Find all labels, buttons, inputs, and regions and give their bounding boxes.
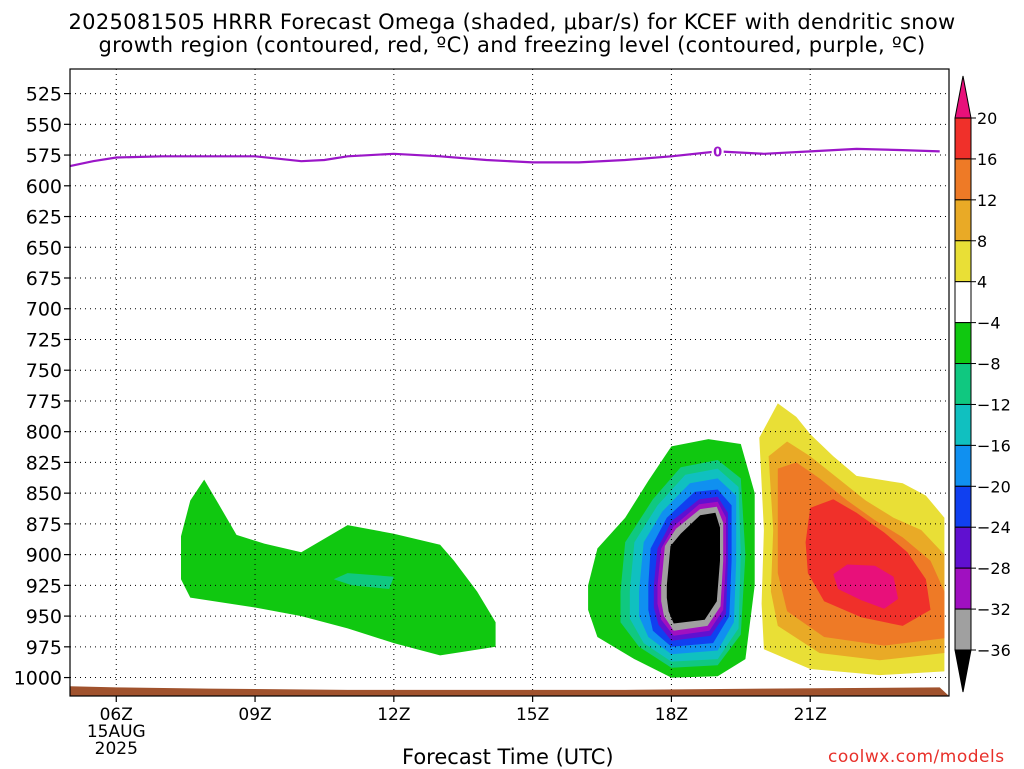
omega-shading bbox=[181, 403, 945, 678]
colorbar-label: −4 bbox=[977, 314, 1001, 333]
x-tick-label-09Z: 09Z bbox=[238, 705, 271, 725]
freezing-level-line bbox=[69, 147, 940, 168]
y-tick-label-975: 975 bbox=[26, 637, 62, 659]
x-tick-label-18Z: 18Z bbox=[655, 705, 688, 725]
x-axis-label: Forecast Time (UTC) bbox=[402, 745, 614, 769]
colorbar-segment bbox=[954, 485, 972, 528]
y-tick-label-750: 750 bbox=[26, 360, 62, 382]
y-tick-label-600: 600 bbox=[26, 176, 62, 198]
colorbar: 20 16 12 8 4 −4 −8 −12 −16 −20 −24 −28 −32 −36 bbox=[954, 75, 1011, 693]
colorbar-label: −28 bbox=[977, 559, 1011, 578]
colorbar-label: −36 bbox=[977, 641, 1011, 660]
x-tick-label-15Z: 15Z bbox=[516, 705, 549, 725]
colorbar-label: 12 bbox=[977, 191, 997, 210]
sinking-motion-16 bbox=[805, 499, 931, 626]
freezing-level-label: 0 bbox=[713, 145, 722, 160]
x-tick-date: 15AUG bbox=[87, 722, 146, 742]
upward-motion-core-1 bbox=[333, 573, 394, 589]
y-tick-label-550: 550 bbox=[26, 114, 62, 136]
colorbar-label: 16 bbox=[977, 150, 997, 169]
colorbar-label: −12 bbox=[977, 395, 1011, 414]
x-tick-year: 2025 bbox=[95, 739, 138, 759]
upward-motion-max bbox=[666, 512, 720, 624]
colorbar-segment bbox=[954, 526, 972, 569]
colorbar-segment bbox=[954, 117, 972, 160]
colorbar-label: 20 bbox=[977, 109, 997, 128]
y-axis: 525 550 575 600 625 650 675 700 725 750 775 800 825 8… bbox=[14, 84, 70, 690]
colorbar-bottom-arrow bbox=[954, 649, 972, 693]
y-tick-label-700: 700 bbox=[26, 299, 62, 321]
colorbar-label: −16 bbox=[977, 436, 1011, 455]
y-tick-label-575: 575 bbox=[26, 145, 62, 167]
x-tick-label-21Z: 21Z bbox=[794, 705, 827, 725]
y-tick-label-875: 875 bbox=[26, 514, 62, 536]
colorbar-segment bbox=[954, 363, 972, 405]
sinking-motion-max bbox=[833, 564, 899, 609]
surface-layer bbox=[70, 686, 949, 696]
colorbar-label: −8 bbox=[977, 355, 1001, 374]
y-tick-label-850: 850 bbox=[26, 483, 62, 505]
y-tick-label-925: 925 bbox=[26, 575, 62, 597]
freezing-level-layer: 0 bbox=[69, 143, 940, 168]
colorbar-segment bbox=[954, 281, 972, 324]
y-tick-label-775: 775 bbox=[26, 391, 62, 413]
colorbar-label: 8 bbox=[977, 232, 987, 251]
surface-band bbox=[70, 686, 949, 696]
y-tick-label-650: 650 bbox=[26, 237, 62, 259]
y-tick-label-625: 625 bbox=[26, 207, 62, 229]
y-tick-label-725: 725 bbox=[26, 329, 62, 351]
y-tick-label-900: 900 bbox=[26, 545, 62, 567]
y-tick-label-1000: 1000 bbox=[14, 668, 62, 690]
y-tick-label-525: 525 bbox=[26, 84, 62, 106]
y-tick-label-800: 800 bbox=[26, 422, 62, 444]
colorbar-top-arrow bbox=[954, 75, 972, 119]
colorbar-segment bbox=[954, 158, 972, 201]
colorbar-segment bbox=[954, 240, 972, 283]
colorbar-label: −20 bbox=[977, 477, 1011, 496]
y-tick-label-950: 950 bbox=[26, 606, 62, 628]
colorbar-segment bbox=[954, 608, 972, 651]
y-tick-label-675: 675 bbox=[26, 268, 62, 290]
upward-motion-area-1 bbox=[181, 479, 496, 656]
colorbar-segment bbox=[954, 403, 972, 446]
freezing-level-label-bg bbox=[711, 143, 724, 160]
x-tick-label-06Z: 06Z bbox=[100, 705, 133, 725]
colorbar-segment bbox=[954, 444, 972, 487]
y-tick-label-825: 825 bbox=[26, 452, 62, 474]
x-tick-label-12Z: 12Z bbox=[377, 705, 410, 725]
colorbar-label: −24 bbox=[977, 518, 1011, 537]
colorbar-segment bbox=[954, 567, 972, 610]
colorbar-segment bbox=[954, 199, 972, 242]
colorbar-label: −32 bbox=[977, 600, 1011, 619]
plot-frame bbox=[69, 68, 950, 697]
chart-title-line-2: growth region (contoured, red, ºC) and f… bbox=[98, 33, 926, 57]
credit-text: coolwx.com/models bbox=[828, 747, 1005, 767]
chart-title-line-1: 2025081505 HRRR Forecast Omega (shaded, … bbox=[68, 10, 956, 34]
colorbar-label: 4 bbox=[977, 273, 987, 292]
colorbar-segment bbox=[954, 322, 972, 365]
